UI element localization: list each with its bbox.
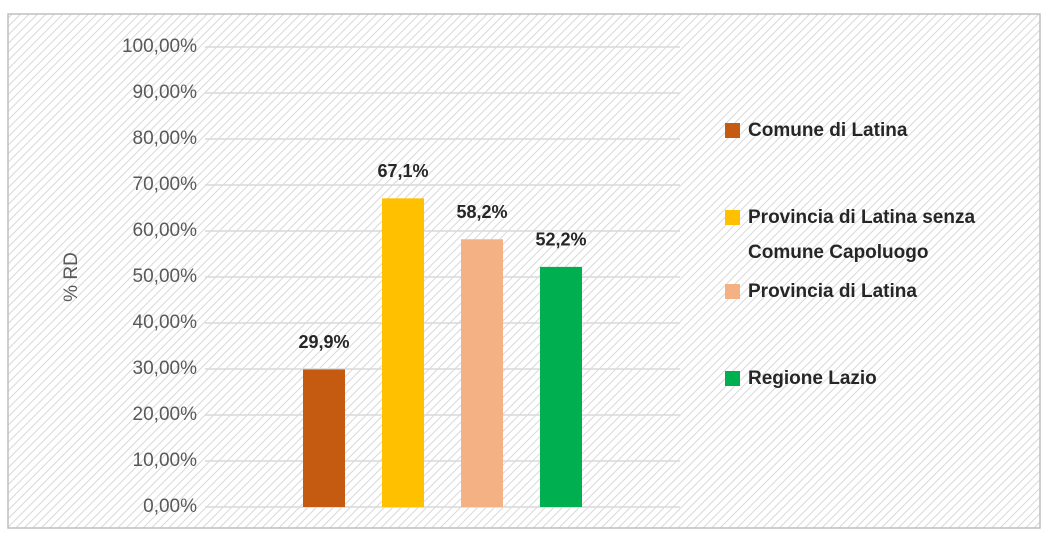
y-tick-label: 0,00% [143, 496, 197, 517]
y-tick-label: 20,00% [133, 404, 198, 425]
y-tick-label: 40,00% [133, 312, 198, 333]
data-label: 58,2% [456, 202, 507, 222]
legend-label: Provincia di Latina senza Comune Capoluog… [748, 207, 975, 263]
bar [303, 369, 345, 507]
y-axis-label: % RD [61, 252, 82, 302]
legend-label: Comune di Latina [748, 120, 908, 141]
legend-swatch [725, 284, 740, 299]
data-label: 67,1% [377, 161, 428, 181]
y-tick-label: 50,00% [133, 266, 198, 287]
data-label: 29,9% [298, 332, 349, 352]
legend-label: Provincia di Latina [748, 281, 917, 302]
y-tick-label: 10,00% [133, 450, 198, 471]
bar [382, 198, 424, 507]
legend-label: Regione Lazio [748, 368, 877, 389]
bar [540, 266, 582, 507]
y-tick-label: 30,00% [133, 358, 198, 379]
data-label: 52,2% [535, 230, 586, 250]
y-tick-label: 70,00% [133, 174, 198, 195]
bar [461, 239, 503, 507]
y-tick-label: 60,00% [133, 220, 198, 241]
legend-swatch [725, 123, 740, 138]
y-tick-label: 80,00% [133, 128, 198, 149]
y-tick-label: 100,00% [122, 36, 197, 57]
y-tick-label: 90,00% [133, 82, 198, 103]
chart-background [7, 13, 1041, 529]
legend-swatch [725, 210, 740, 225]
legend-swatch [725, 371, 740, 386]
